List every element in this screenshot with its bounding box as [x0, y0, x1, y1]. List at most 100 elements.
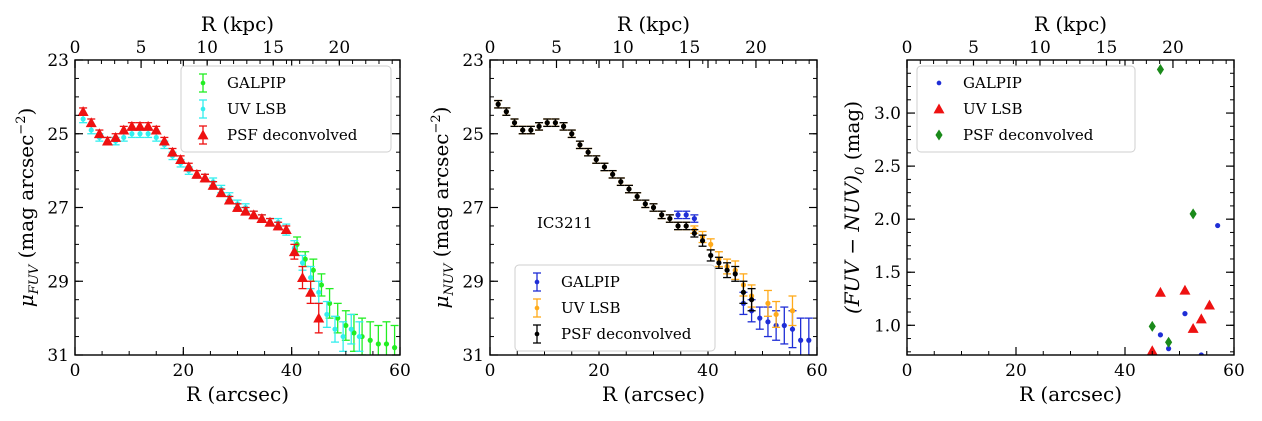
data-point [297, 272, 308, 282]
data-point [740, 289, 747, 295]
data-point [1179, 284, 1191, 295]
x-tick-label: 0 [902, 361, 913, 381]
data-point [150, 124, 162, 135]
y-tick-label: 3.0 [874, 104, 901, 124]
data-point [351, 330, 357, 336]
top-tick-label: 5 [136, 38, 147, 58]
data-point [383, 341, 390, 347]
legend-label: PSF deconvolved [561, 325, 692, 343]
data-point [659, 212, 665, 218]
x-tick-label: 60 [806, 361, 828, 381]
data-point [503, 109, 509, 115]
series-psf-deconvolved [1148, 64, 1197, 348]
data-point [601, 164, 608, 170]
data-point [757, 315, 763, 321]
data-point [732, 271, 738, 277]
data-point [789, 308, 796, 314]
data-point [199, 172, 211, 183]
data-point [324, 311, 330, 318]
y-tick-label: 25 [462, 125, 484, 145]
y-tick-label: 2.5 [874, 157, 901, 177]
plot-area [1146, 64, 1221, 355]
data-point [232, 202, 243, 212]
legend: GALPIP UV LSB PSF deconvolved [514, 264, 716, 352]
data-point [1215, 222, 1221, 229]
galaxy-annotation: IC3211 [537, 214, 593, 232]
data-point [137, 131, 143, 137]
y-tick-label: 29 [462, 272, 484, 292]
data-point [1146, 345, 1158, 355]
top-tick-label: 0 [70, 38, 81, 58]
legend-marker [936, 80, 942, 86]
top-axis-label: R (kpc) [1034, 12, 1107, 36]
data-point [560, 123, 567, 129]
data-point [191, 168, 203, 179]
data-point [167, 146, 178, 157]
legend-marker [534, 305, 540, 311]
x-tick-label: 20 [588, 361, 610, 381]
data-point [85, 117, 97, 128]
data-point [1148, 320, 1156, 332]
y-tick-label: 23 [47, 51, 69, 71]
y-axis-label: (FUV − NUV)0 (mag) [840, 101, 868, 314]
data-point [610, 171, 616, 177]
data-point [806, 337, 812, 343]
data-point [305, 286, 317, 297]
data-point [77, 106, 89, 117]
data-point [708, 252, 714, 259]
plot-area [494, 99, 813, 355]
series-uv-lsb [1146, 284, 1215, 355]
legend: GALPIP UV LSB PSF deconvolved [180, 65, 392, 153]
data-point [153, 134, 159, 141]
data-point [536, 123, 542, 129]
y-tick-label: 23 [462, 51, 484, 71]
data-point [223, 194, 235, 205]
data-point [691, 230, 697, 236]
top-tick-label: 10 [612, 38, 634, 58]
legend-marker [200, 80, 206, 86]
data-point [391, 345, 398, 351]
legend-entry: UV LSB [199, 99, 287, 119]
y-axis-label: μFUV (mag arcsec−2) [14, 108, 42, 308]
data-point [1156, 64, 1164, 76]
data-point [88, 127, 94, 133]
y-tick-label: 1.5 [874, 263, 901, 283]
legend-marker [200, 106, 206, 112]
x-tick-label: 40 [281, 361, 303, 381]
x-tick-label: 0 [70, 361, 81, 381]
data-point [618, 179, 624, 185]
data-point [544, 120, 550, 126]
x-tick-label: 60 [389, 361, 411, 381]
panel-1: 0 20 40 60 0 5 10 15 20 23 25 27 29 31 R (arcsec) R (kp… [14, 12, 411, 406]
legend-marker [935, 129, 943, 141]
x-tick-label: 60 [1223, 361, 1245, 381]
series-psf-deconvolved [77, 106, 325, 334]
data-point [585, 149, 591, 155]
top-tick-label: 10 [196, 38, 218, 58]
legend-marker [534, 331, 540, 337]
top-tick-label: 0 [902, 38, 913, 58]
data-point [1154, 286, 1166, 297]
series-galpip [1157, 222, 1221, 355]
data-point [121, 134, 127, 141]
data-point [318, 282, 325, 288]
data-point [313, 312, 325, 323]
legend-label: UV LSB [561, 299, 621, 317]
data-point [642, 201, 648, 207]
y-tick-label: 27 [462, 199, 484, 219]
data-point [145, 131, 151, 137]
data-point [93, 128, 105, 139]
data-point [528, 127, 534, 133]
data-point [356, 333, 362, 340]
legend-entry: PSF deconvolved [935, 126, 1094, 144]
legend-marker [933, 103, 945, 114]
data-point [126, 120, 138, 131]
data-point [299, 260, 306, 266]
legend-entry: GALPIP [533, 272, 620, 292]
data-point [577, 142, 583, 148]
y-tick-label: 27 [47, 199, 69, 219]
top-axis-label: R (kpc) [617, 12, 690, 36]
data-point [1189, 208, 1197, 220]
legend-entry: UV LSB [933, 100, 1023, 118]
data-point [495, 101, 501, 107]
